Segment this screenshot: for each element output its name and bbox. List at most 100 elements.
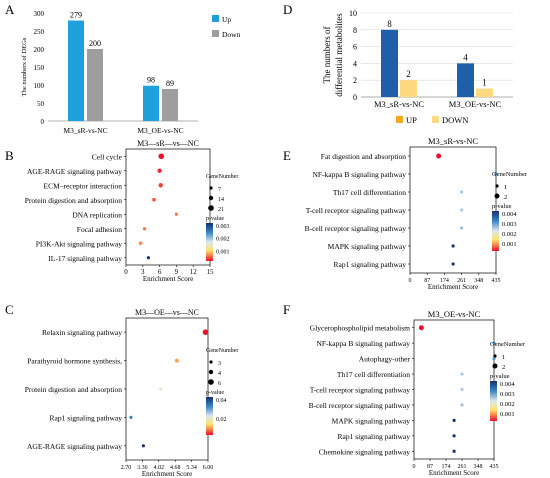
color-legend-label: 0.003	[216, 224, 230, 230]
y-tick-label: 6	[353, 43, 357, 52]
x-tick-label: 87	[427, 464, 433, 470]
chart-kegg-sr-metab: M3_sR-vs-NC 0 87 174 261 348 435 Enrichment Sco…	[305, 136, 528, 291]
panel-letter-a: A	[5, 2, 15, 17]
x-tick-label: 261	[457, 278, 466, 284]
bar-value-label: 200	[89, 39, 101, 48]
y-axis-label-line: differential metabolites	[334, 13, 344, 97]
pathway-label: Protein digestion and absorption	[25, 385, 123, 394]
color-legend-label: 0.02	[216, 417, 227, 423]
enrichment-dot	[460, 403, 464, 407]
enrichment-dot	[174, 212, 178, 216]
plot-frame	[125, 148, 211, 266]
x-tick-label: 9	[175, 268, 179, 276]
plot-title: M3_OE-vs-NC	[428, 309, 481, 319]
chart-kegg-oe-genes: M3—OE—vs—NC 2.70 3.36 4.02 4.68 5.34 6.00 Enric…	[25, 308, 239, 478]
y-tick-label: 50	[37, 100, 45, 108]
panel-letter-c: C	[5, 302, 14, 317]
enrichment-dot	[138, 241, 143, 246]
x-tick-label: 3.36	[137, 465, 148, 471]
chart-metabolite-bar: 0 2 4 6 8 10 The numbers of differential metabo…	[322, 9, 513, 125]
x-tick-label: 348	[474, 464, 483, 470]
x-tick-label: 0	[124, 268, 128, 276]
color-legend-label: 0.004	[502, 211, 517, 218]
pathway-label: Protein digestion and absorption	[25, 196, 123, 205]
y-axis-label-line: The numbers of DEGs	[21, 37, 28, 96]
x-tick-label: 87	[424, 278, 430, 284]
size-legend-label: 2	[504, 194, 507, 201]
x-tick-label: 435	[490, 464, 499, 470]
enrichment-dot	[174, 358, 179, 363]
y-tick-label: 250	[34, 28, 45, 36]
x-tick-label: 261	[458, 464, 467, 470]
pathway-label: NF-kappa B signaling pathway	[312, 170, 406, 179]
chart-kegg-oe-metab: M3_OE-vs-NC 0 87 174 261 348 435 Enrichment Sco…	[309, 309, 526, 477]
enrichment-dot	[452, 449, 456, 453]
pathway-label: DNA replication	[72, 210, 122, 219]
enrichment-dot	[152, 197, 156, 202]
color-legend-bar	[206, 397, 213, 435]
plot-frame	[413, 319, 495, 460]
bar-value-label: 1	[482, 78, 487, 88]
panel-letter-e: E	[283, 148, 291, 163]
enrichment-dot	[460, 208, 464, 212]
x-tick-label: 174	[442, 464, 451, 470]
legend-swatch	[212, 30, 219, 37]
bar	[87, 49, 103, 121]
color-legend-label: 0.003	[500, 391, 515, 398]
x-tick-label: 4.02	[154, 465, 165, 471]
x-axis-label: Enrichment Score	[142, 470, 192, 478]
bar-value-label: 4	[463, 52, 468, 62]
category-label: M3_OE-vs-NC	[137, 126, 183, 135]
size-legend-dot	[209, 360, 213, 364]
pathway-label: AGE-RAGE signaling pathway	[27, 442, 122, 451]
size-legend-label: 7	[218, 187, 221, 193]
enrichment-dot	[451, 262, 455, 266]
x-tick-label: 348	[474, 278, 483, 284]
y-axis-label-line: The numbers of	[322, 27, 332, 84]
pathway-label: NF-kappa B signaling pathway	[316, 339, 410, 348]
pathway-label: Autophagy-other	[359, 355, 411, 364]
y-tick-label: 150	[34, 64, 45, 72]
plot-title: M3_sR-vs-NC	[428, 136, 478, 146]
pathway-label: Fat digestion and absorption	[321, 152, 406, 161]
plot-frame	[409, 146, 497, 274]
pathway-label: MAPK signaling pathway	[332, 416, 411, 425]
enrichment-dot	[460, 372, 464, 376]
bar	[68, 20, 84, 122]
enrichment-dot	[452, 434, 456, 438]
y-axis-label: The numbers of differential metabolites	[322, 13, 344, 97]
color-legend-label: 0.004	[500, 381, 515, 388]
size-legend-label: 4	[218, 371, 221, 377]
pathway-label: Th17 cell differentiation	[333, 188, 406, 197]
pathway-label: Focal adhesion	[77, 225, 122, 234]
pathway-label: Rap1 signaling pathway	[50, 413, 123, 422]
x-axis-label: Enrichment Score	[429, 469, 479, 477]
legend-label: UP	[406, 115, 417, 125]
y-tick-label: 2	[353, 76, 357, 85]
x-tick-label: 174	[440, 278, 449, 284]
size-legend-dot	[208, 205, 214, 211]
enrichment-dot	[129, 415, 133, 419]
bar	[381, 29, 398, 97]
bar	[476, 88, 493, 97]
x-tick-label: 6	[158, 268, 162, 276]
color-legend-label: 0.04	[216, 398, 227, 404]
color-legend-label: 0.002	[500, 401, 515, 408]
size-legend-title: GeneNumber	[206, 348, 238, 354]
pathway-label: MAPK signaling pathway	[328, 242, 407, 251]
color-legend-label: 0.001	[216, 249, 230, 255]
enrichment-dot	[460, 190, 464, 194]
x-axis-label: Enrichment Score	[143, 275, 193, 283]
size-legend-dot	[208, 369, 214, 375]
size-legend-label: 3	[218, 361, 221, 367]
size-legend-label: 2	[502, 364, 505, 371]
color-legend-bar	[492, 211, 499, 251]
color-legend-label: 0.003	[502, 221, 517, 228]
size-legend-dot	[493, 354, 497, 358]
y-tick-label: 0	[41, 118, 45, 126]
x-tick-label: 12	[190, 268, 198, 276]
bar-value-label: 89	[166, 79, 174, 88]
size-legend-label: 21	[218, 207, 224, 213]
x-tick-label: 2.70	[121, 465, 132, 471]
